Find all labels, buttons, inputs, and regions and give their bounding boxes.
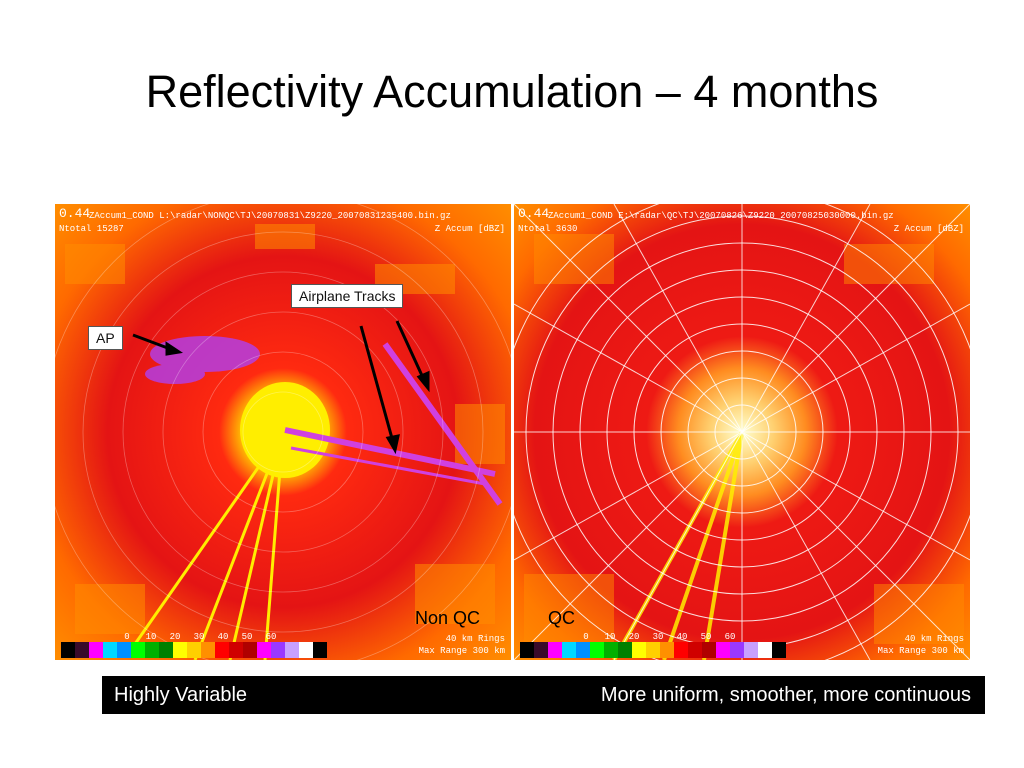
ap-callout: AP [88, 326, 123, 350]
non-qc-label: Non QC [415, 608, 481, 628]
colorbar-tick: 30 [193, 632, 205, 642]
colorbar-ticks: 0 10 20 30 40 50 60 [115, 632, 283, 642]
radar-image-qc: 0.44 ZAccum1_COND E:\radar\QC\TJ\2007082… [514, 204, 970, 660]
colorbar-tick: 40 [676, 632, 688, 642]
colorbar [61, 642, 327, 658]
max-range-label: Max Range 300 km [418, 646, 505, 656]
colorbar-tick: 0 [124, 632, 130, 642]
colorbar-tick: 20 [169, 632, 181, 642]
colorbar-swatch [173, 642, 187, 658]
colorbar-swatch [145, 642, 159, 658]
colorbar-swatch [313, 642, 327, 658]
radar-plot-left [55, 204, 511, 660]
colorbar-swatch [562, 642, 576, 658]
ap-clutter [145, 336, 260, 384]
colorbar-tick: 20 [628, 632, 640, 642]
colorbar-swatch [187, 642, 201, 658]
colorbar-swatch [744, 642, 758, 658]
range-rings [55, 204, 511, 660]
colorbar-swatch [730, 642, 744, 658]
colorbar-swatch [688, 642, 702, 658]
elevation-label: 0.44 [518, 206, 550, 221]
colorbar-swatch [103, 642, 117, 658]
colorbar-swatch [660, 642, 674, 658]
colorbar-swatch [604, 642, 618, 658]
colorbar-swatch [590, 642, 604, 658]
colorbar-tick: 60 [265, 632, 277, 642]
colorbar-swatch [772, 642, 786, 658]
radial-spokes [133, 431, 285, 660]
orange-patches [65, 224, 505, 634]
radar-plot-right [514, 204, 970, 660]
colorbar-tick: 50 [241, 632, 253, 642]
colorbar-swatch [215, 642, 229, 658]
colorbar-swatch [271, 642, 285, 658]
units-label: Z Accum [dBZ] [434, 224, 505, 234]
ntotal-label: Ntotal 3630 [518, 224, 578, 234]
colorbar-tick: 30 [652, 632, 664, 642]
colorbar-swatch [243, 642, 257, 658]
colorbar-tick: 50 [700, 632, 712, 642]
colorbar-swatch [285, 642, 299, 658]
radar-image-non-qc: 0.44 ZAccum1_COND L:\radar\NONQC\TJ\2007… [55, 204, 511, 660]
colorbar-swatch [576, 642, 590, 658]
colorbar-swatch [89, 642, 103, 658]
colorbar-tick: 0 [583, 632, 589, 642]
colorbar-swatch [131, 642, 145, 658]
airplane-tracks [284, 342, 503, 506]
colorbar-swatch [534, 642, 548, 658]
colorbar-swatch [299, 642, 313, 658]
airplane-tracks-callout: Airplane Tracks [291, 284, 404, 308]
colorbar-swatch [758, 642, 772, 658]
colorbar-swatch [117, 642, 131, 658]
callout-arrows [132, 320, 430, 455]
colorbar-tick: 40 [217, 632, 229, 642]
colorbar-tick: 60 [724, 632, 736, 642]
ntotal-label: Ntotal 15287 [59, 224, 124, 234]
colorbar-swatch [159, 642, 173, 658]
colorbar-swatch [632, 642, 646, 658]
colorbar-tick: 10 [604, 632, 616, 642]
max-range-label: Max Range 300 km [877, 646, 964, 656]
caption-bar: Highly Variable More uniform, smoother, … [102, 676, 985, 714]
units-label: Z Accum [dBZ] [893, 224, 964, 234]
colorbar-swatch [646, 642, 660, 658]
panel-divider [511, 204, 514, 660]
colorbar-swatch [618, 642, 632, 658]
colorbar-swatch [548, 642, 562, 658]
colorbar-swatch [716, 642, 730, 658]
rings-label: 40 km Rings [445, 634, 505, 644]
rings-label: 40 km Rings [904, 634, 964, 644]
colorbar-swatch [520, 642, 534, 658]
qc-label: QC [548, 608, 575, 628]
file-path: ZAccum1_COND L:\radar\NONQC\TJ\20070831\… [89, 211, 451, 221]
caption-left: Highly Variable [114, 684, 248, 706]
file-path: ZAccum1_COND E:\radar\QC\TJ\20070826\Z92… [548, 211, 894, 221]
azimuth-lines [514, 204, 970, 660]
colorbar-swatch [201, 642, 215, 658]
colorbar-swatch [702, 642, 716, 658]
elevation-label: 0.44 [59, 206, 91, 221]
colorbar-swatch [257, 642, 271, 658]
caption-right: More uniform, smoother, more continuous [600, 684, 971, 706]
colorbar-swatch [674, 642, 688, 658]
slide-title: Reflectivity Accumulation – 4 months [145, 66, 879, 117]
colorbar-ticks: 0 10 20 30 40 50 60 [574, 632, 742, 642]
colorbar-swatch [229, 642, 243, 658]
colorbar-swatch [75, 642, 89, 658]
colorbar-swatch [61, 642, 75, 658]
colorbar [520, 642, 786, 658]
colorbar-tick: 10 [145, 632, 157, 642]
